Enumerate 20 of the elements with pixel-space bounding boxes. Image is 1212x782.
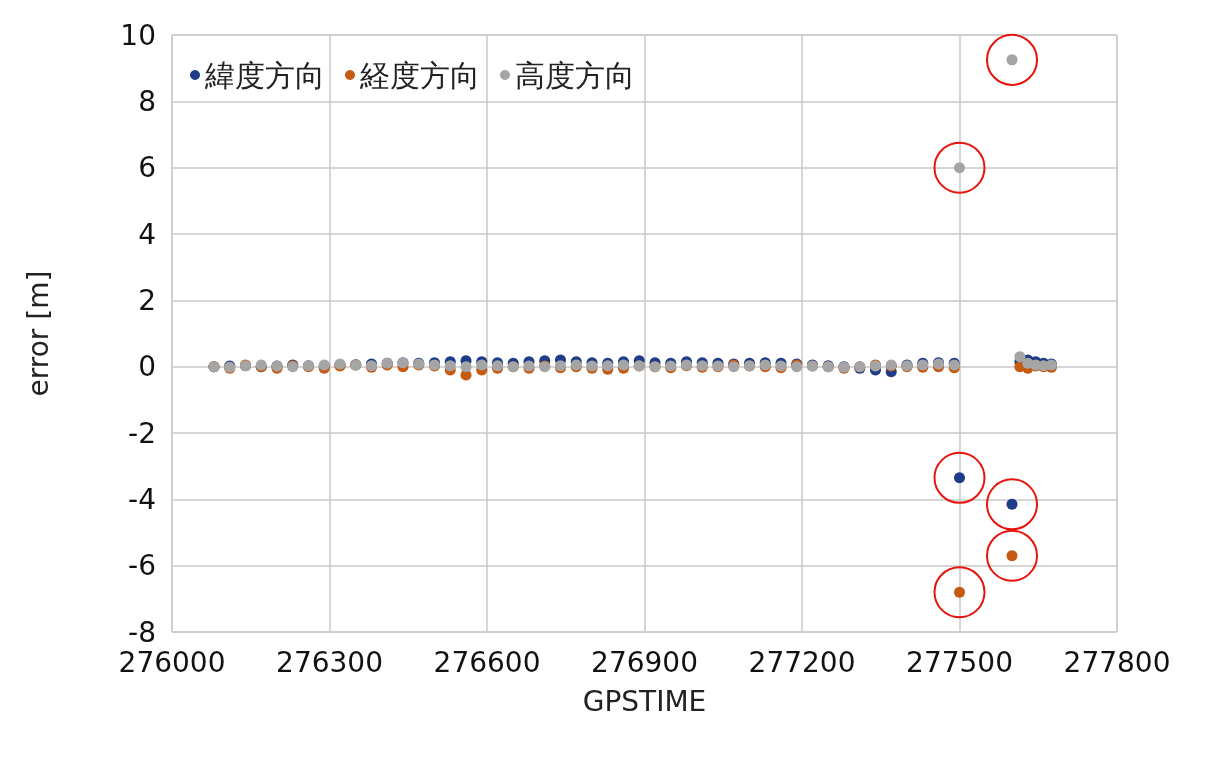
- y-tick-label: 10: [120, 18, 156, 52]
- x-axis-title: GPSTIME: [582, 684, 707, 718]
- legend-label: 高度方向: [515, 57, 635, 93]
- y-tick-label: 4: [138, 217, 156, 251]
- x-tick-label: 277800: [1063, 645, 1171, 679]
- x-tick-label: 276300: [276, 645, 383, 679]
- y-tick-label: 2: [138, 283, 156, 317]
- y-tick-label: 8: [138, 84, 156, 118]
- x-tick-label: 277500: [906, 645, 1013, 679]
- y-axis-title: error [m]: [21, 270, 55, 397]
- y-tick-label: -6: [128, 549, 156, 583]
- x-tick-label: 276900: [591, 645, 698, 679]
- legend-label: 緯度方向: [204, 57, 325, 93]
- x-tick-label: 277200: [748, 645, 856, 679]
- legend-label: 経度方向: [359, 57, 480, 93]
- y-tick-label: -4: [128, 482, 156, 516]
- y-tick-label: 6: [138, 151, 156, 185]
- x-tick-label: 276600: [433, 645, 541, 679]
- y-tick-label: 0: [138, 350, 156, 384]
- y-tick-label: -2: [128, 416, 156, 450]
